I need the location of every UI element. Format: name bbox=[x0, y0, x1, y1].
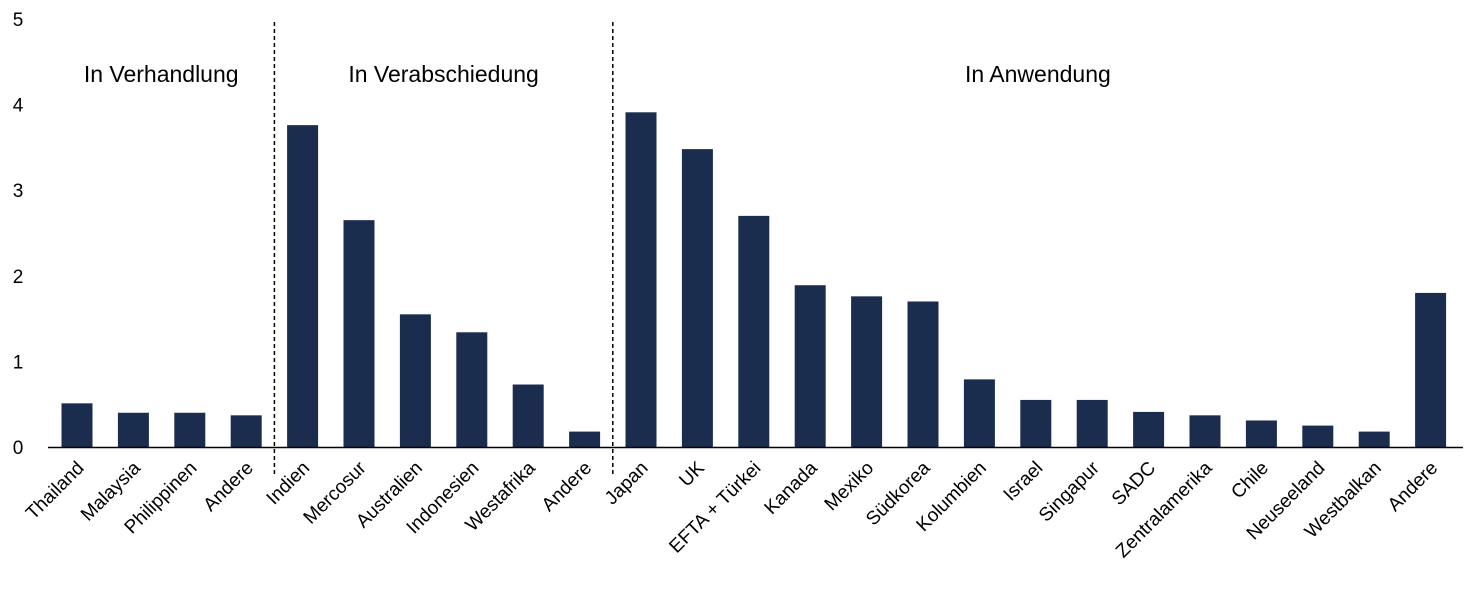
x-tick-label: SADC bbox=[1108, 458, 1160, 510]
group-label: In Anwendung bbox=[965, 61, 1111, 87]
bar bbox=[1302, 425, 1334, 447]
x-tick-label: Kanada bbox=[761, 457, 822, 518]
group-label: In Verhandlung bbox=[84, 61, 239, 87]
bar bbox=[287, 125, 319, 448]
bars bbox=[61, 112, 1447, 448]
bar bbox=[117, 412, 149, 447]
bar bbox=[625, 112, 657, 447]
bar bbox=[456, 332, 488, 447]
bar bbox=[907, 301, 939, 447]
bar bbox=[1245, 420, 1277, 447]
bar bbox=[794, 285, 826, 447]
bar bbox=[512, 384, 544, 447]
group-annotations: In Verhandlung In Verabschiedung In Anwend… bbox=[84, 22, 1111, 477]
x-tick-label: Andere bbox=[1384, 458, 1442, 516]
bar bbox=[681, 149, 713, 447]
x-tick-label: Indien bbox=[263, 458, 314, 509]
x-tick-label: UK bbox=[675, 457, 709, 491]
group-label: In Verabschiedung bbox=[348, 61, 539, 87]
bar bbox=[230, 415, 262, 447]
bar bbox=[1358, 431, 1390, 447]
y-axis-ticks: 0 1 2 3 4 5 bbox=[13, 10, 24, 459]
bar bbox=[851, 296, 883, 447]
bar bbox=[1189, 415, 1221, 447]
bar bbox=[569, 431, 601, 447]
bar bbox=[399, 314, 431, 447]
x-tick-label: Andere bbox=[200, 458, 258, 516]
bar bbox=[963, 379, 995, 447]
bar bbox=[1415, 292, 1447, 447]
y-tick-label: 0 bbox=[13, 438, 24, 459]
bar bbox=[343, 220, 375, 447]
bar bbox=[738, 215, 770, 447]
y-tick-label: 2 bbox=[13, 267, 24, 288]
y-tick-label: 3 bbox=[13, 181, 24, 202]
x-tick-label: Chile bbox=[1227, 458, 1272, 503]
bar bbox=[174, 412, 206, 447]
x-tick-label: Zentralamerika bbox=[1112, 457, 1217, 562]
x-tick-label: Andere bbox=[538, 458, 596, 516]
bar bbox=[61, 403, 93, 447]
x-tick-label: Thailand bbox=[22, 458, 88, 524]
bar bbox=[1133, 411, 1165, 447]
x-tick-label: Japan bbox=[601, 458, 652, 509]
y-tick-label: 1 bbox=[13, 352, 24, 373]
x-tick-label: Israel bbox=[1000, 458, 1048, 506]
x-tick-label: Singapur bbox=[1035, 457, 1104, 526]
y-tick-label: 5 bbox=[13, 10, 24, 31]
bar bbox=[1076, 399, 1108, 447]
y-tick-label: 4 bbox=[13, 96, 24, 117]
bar bbox=[1020, 399, 1052, 447]
